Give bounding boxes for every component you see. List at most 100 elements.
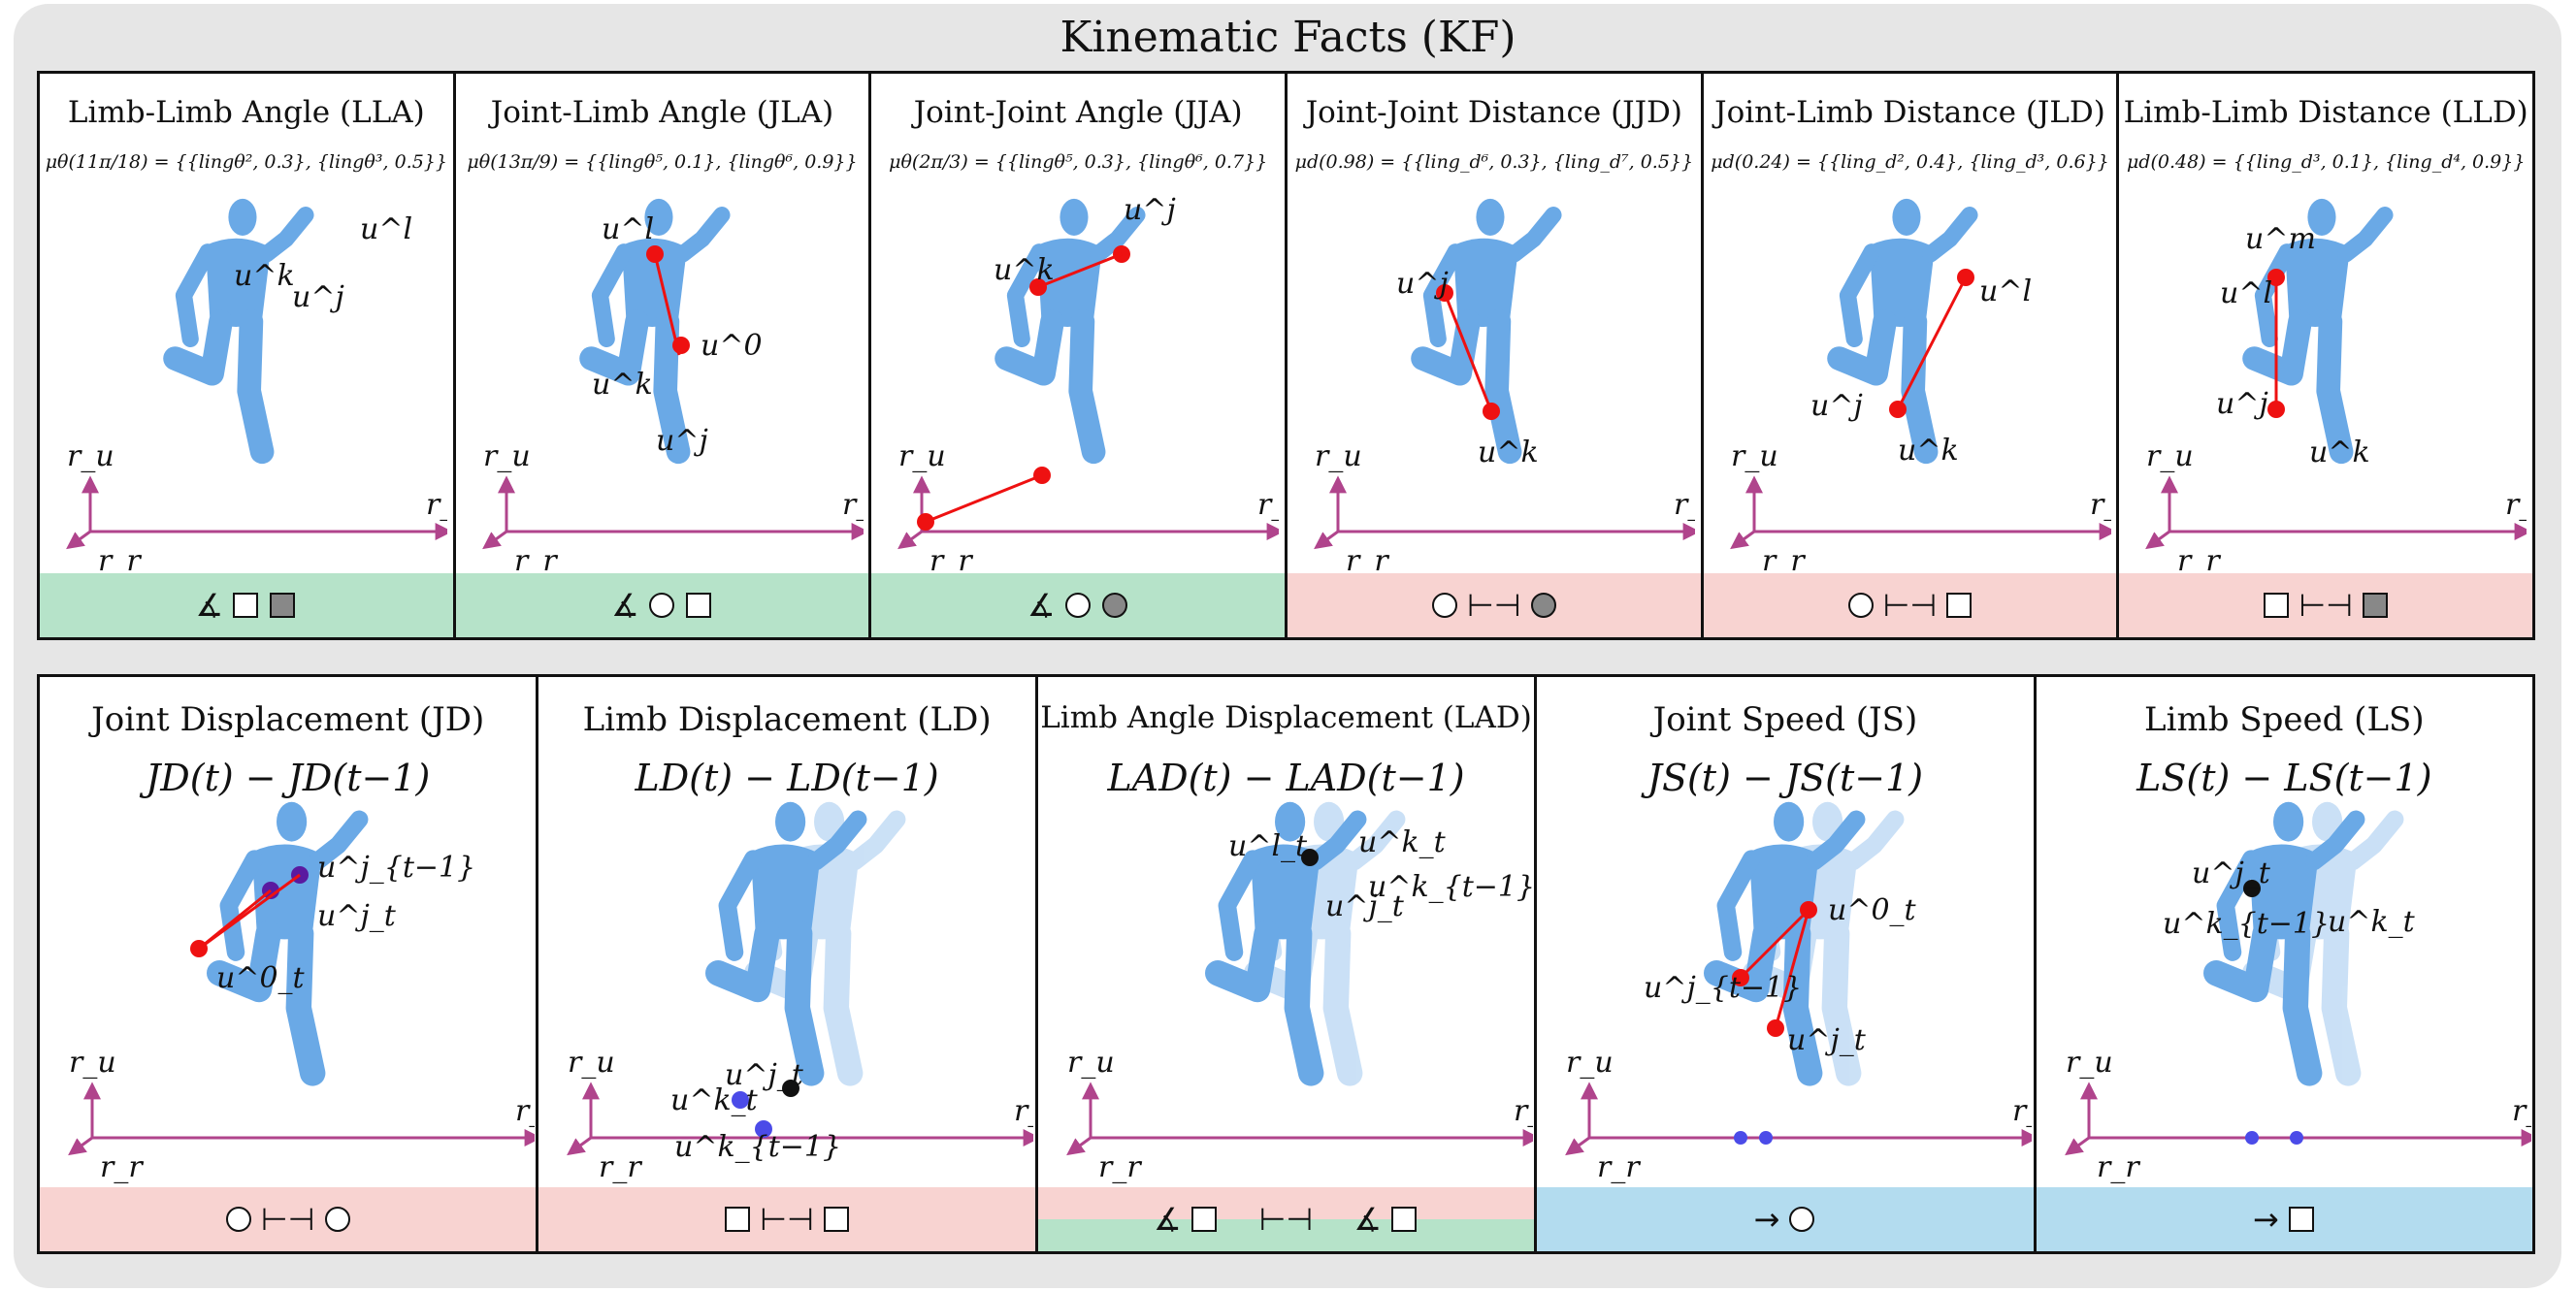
- joint-label: r_f: [2090, 488, 2111, 522]
- panel-ls: Limb Speed (LS) LS(t) − LS(t−1) r_ur_fr_…: [2037, 677, 2532, 1251]
- joint-label: r_r: [1597, 1150, 1641, 1184]
- legend-bar: →: [1537, 1187, 2033, 1251]
- joint-dot: [1957, 269, 1974, 286]
- joint-label: u^j: [1124, 193, 1176, 227]
- filled-square-icon: [270, 593, 295, 618]
- bar-icon: ⊢⊣: [261, 1201, 315, 1238]
- joint-dot: [672, 337, 690, 354]
- joint-dot: [646, 245, 664, 263]
- square-icon: [1946, 593, 1972, 618]
- figure-title: Kinematic Facts (KF): [0, 14, 2576, 62]
- joint-label: r_u: [2066, 1046, 2113, 1080]
- right-leg: [1297, 933, 1311, 1073]
- right-leg: [1336, 933, 1350, 1073]
- joint-label: r_f: [2512, 1094, 2531, 1128]
- legend-bar: ⊢⊣: [1288, 573, 1701, 637]
- legend-bar: ⊢⊣: [538, 1187, 1034, 1251]
- joint-label: r_u: [1315, 439, 1362, 473]
- bar-icon: ⊢⊣: [1259, 1201, 1314, 1238]
- joint-label: u^j: [656, 424, 708, 458]
- illustration-jjd: r_u r_f r_r u^j u^k: [1288, 74, 1695, 578]
- right-axis: [900, 532, 922, 547]
- joint-label: u^l_t: [1228, 829, 1308, 863]
- circle-icon: [226, 1207, 251, 1232]
- joint-label: r_u: [69, 1046, 116, 1080]
- joint-dot: [2267, 401, 2285, 418]
- square-icon: [686, 593, 711, 618]
- bar-icon: ⊢⊣: [2299, 587, 2353, 624]
- body-figure: [219, 802, 359, 1074]
- legend-bar: ⊢⊣: [40, 1187, 536, 1251]
- right-arm: [267, 215, 306, 254]
- right-leg: [836, 933, 850, 1073]
- right-leg: [2329, 321, 2341, 451]
- joint-label: u^j_t: [2192, 856, 2271, 890]
- arrow-icon: →: [1754, 1201, 1780, 1238]
- joint-dot: [2290, 1131, 2303, 1145]
- joint-label: r_r: [1098, 1150, 1142, 1184]
- panel-js: Joint Speed (JS) JS(t) − JS(t−1) r_u r_fr…: [1537, 677, 2036, 1251]
- body-figure: [1007, 199, 1137, 452]
- joint-label: r_u: [483, 439, 531, 473]
- joint-label: u^j: [1810, 389, 1863, 423]
- joint-label: r_u: [1566, 1046, 1614, 1080]
- head: [277, 802, 307, 842]
- right-axis: [1568, 1138, 1589, 1153]
- joint-label: u^k: [1898, 434, 1959, 468]
- angle-icon: ∡: [1027, 587, 1056, 624]
- arrow-icon: →: [2253, 1201, 2279, 1238]
- filled-circle-icon: [1531, 593, 1556, 618]
- joint-label: r_f: [1674, 488, 1695, 522]
- head: [2273, 802, 2303, 842]
- right-leg: [2333, 933, 2347, 1073]
- square-icon: [2264, 593, 2289, 618]
- joint-label: u^j_t: [317, 899, 397, 933]
- head: [1060, 199, 1089, 236]
- panel-jja: Joint-Joint Angle (JJA) μθ(2π/3) = {{lin…: [871, 74, 1288, 637]
- illustration-lla: r_ur_fr_ru^lu^ku^j: [40, 74, 447, 578]
- legend-bar: →: [2037, 1187, 2532, 1251]
- legend-bar: ∡: [871, 573, 1285, 637]
- body-figure: [176, 199, 306, 452]
- joint-dot: [1033, 467, 1051, 484]
- joint-label: u^j: [1396, 267, 1449, 301]
- joint-label: r_f: [842, 488, 864, 522]
- joint-label: u^m: [2245, 222, 2316, 256]
- square-icon: [824, 1207, 849, 1232]
- joint-label: r_u: [1731, 439, 1778, 473]
- joint-label: u^k_{t−1}: [1368, 870, 1533, 904]
- joint-label: u^k: [2309, 436, 2370, 469]
- legend-bar: ∡: [456, 573, 869, 637]
- joint-dot: [190, 940, 208, 957]
- joint-label: u^0: [701, 329, 763, 363]
- panel-jla: Joint-Limb Angle (JLA) μθ(13π/9) = {{lin…: [456, 74, 872, 637]
- illustration-lad: r_u r_f r_r u^l_t u^k_t u^j_tu^k_{t−1}: [1038, 677, 1533, 1191]
- joint-dot: [1734, 1131, 1747, 1145]
- left-arm: [1847, 252, 1872, 339]
- bar-icon: ⊢⊣: [760, 1201, 814, 1238]
- right-arm: [1930, 215, 1969, 254]
- filled-circle-icon: [1102, 593, 1127, 618]
- right-axis: [485, 532, 506, 547]
- panel-ld: Limb Displacement (LD) LD(t) − LD(t−1) r…: [538, 677, 1037, 1251]
- joint-dot: [917, 513, 934, 531]
- joint-label: u^k_t: [2328, 905, 2416, 939]
- joint-dot: [2245, 1131, 2259, 1145]
- panel-jjd: Joint-Joint Distance (JJD) μd(0.98) = {{…: [1288, 74, 1704, 637]
- legend-bar: ⊢⊣: [2119, 573, 2532, 637]
- joint-label: r_f: [426, 488, 447, 522]
- row-static-facts: Limb-Limb Angle (LLA) μθ(11π/18) = {{lin…: [37, 71, 2535, 640]
- limb: [926, 475, 1042, 522]
- joint-label: r_f: [2505, 488, 2527, 522]
- right-arm: [682, 215, 721, 254]
- illustration-ls: r_ur_fr_ru^j_tu^k_{t−1}u^k_t: [2037, 677, 2531, 1191]
- panel-lld: Limb-Limb Distance (LLD) μd(0.48) = {{li…: [2119, 74, 2532, 637]
- joint-label: r_r: [100, 1150, 144, 1184]
- joint-label: r_f: [1514, 1094, 1533, 1128]
- circle-icon: [1432, 593, 1457, 618]
- angle-icon: ∡: [611, 587, 639, 624]
- legend-bar: ∡: [40, 573, 453, 637]
- square-icon: [725, 1207, 750, 1232]
- right-leg: [798, 933, 811, 1073]
- joint-dot: [1483, 403, 1500, 420]
